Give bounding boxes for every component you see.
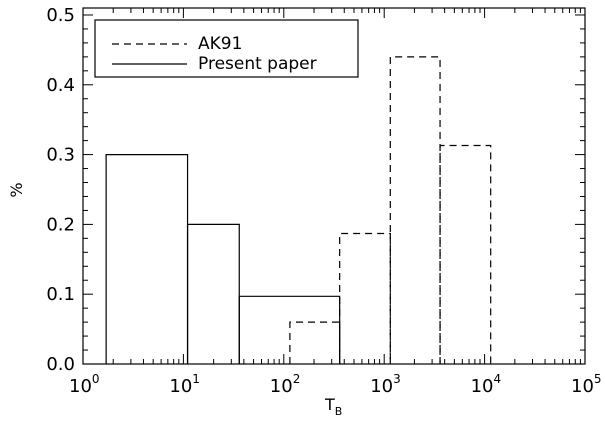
ak91-bar — [339, 232, 391, 364]
y-axis-label: % — [7, 182, 26, 197]
x-axis-label: TB — [324, 395, 342, 418]
plot-frame — [82, 7, 586, 365]
ak91-bar — [289, 321, 341, 364]
y-tick-label: 0.2 — [46, 214, 75, 235]
legend: AK91 Present paper — [94, 19, 359, 78]
y-tick-label: 0.1 — [46, 284, 75, 305]
present-paper-bar — [186, 223, 240, 364]
legend-label-present-paper: Present paper — [198, 54, 317, 74]
x-tick-label: 100 — [69, 372, 100, 397]
y-tick-label: 0.3 — [46, 145, 75, 166]
present-paper-bar — [238, 295, 341, 364]
ak91-bar — [389, 56, 441, 364]
y-tick-label: 0.0 — [46, 354, 75, 375]
x-axis-label-subscript: B — [335, 405, 343, 418]
x-tick-label: 101 — [169, 372, 200, 397]
ak91-bar — [439, 144, 492, 364]
present-paper-bar — [105, 153, 189, 364]
x-tick-label: 103 — [370, 372, 401, 397]
y-tick-label: 0.4 — [46, 75, 75, 96]
x-tick-label: 102 — [270, 372, 301, 397]
histogram-bars — [105, 56, 492, 364]
legend-label-ak91: AK91 — [198, 34, 242, 54]
x-tick-label: 104 — [471, 372, 502, 397]
x-tick-label: 105 — [571, 372, 602, 397]
y-tick-label: 0.5 — [46, 5, 75, 26]
axis-ticks: 100 101 102 103 104 105 0.0 0.1 0.2 0.3 0.4 0.5 — [46, 5, 601, 397]
legend-box — [94, 19, 359, 78]
